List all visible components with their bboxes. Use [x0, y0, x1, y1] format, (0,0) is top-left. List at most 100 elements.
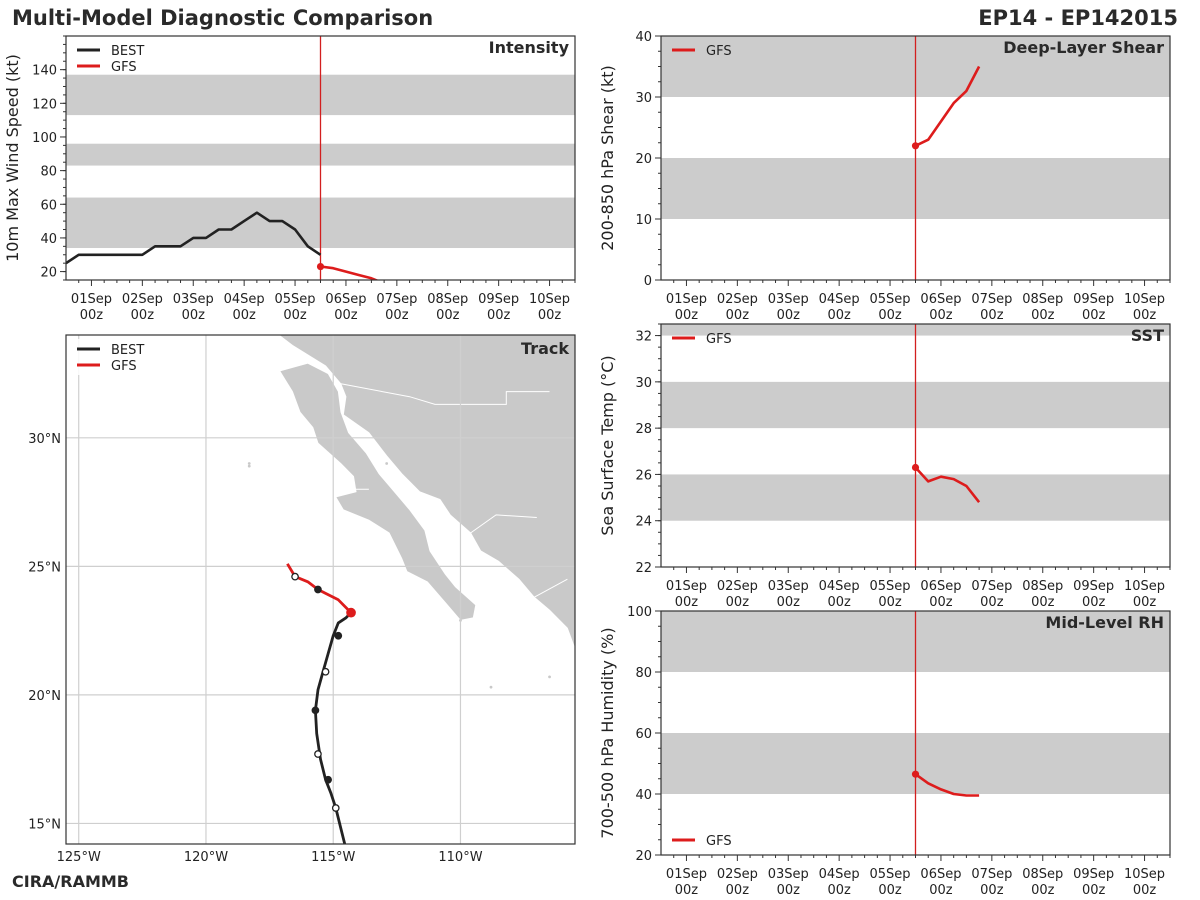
shear-title: Deep-Layer Shear: [1003, 38, 1164, 57]
sst-xtick-day: 03Sep: [768, 579, 809, 594]
intensity-xtick-day: 03Sep: [173, 292, 214, 307]
shear-xtick-hour: 00z: [726, 308, 750, 323]
sst-xtick-hour: 00z: [675, 595, 699, 610]
shear-xtick-hour: 00z: [980, 308, 1004, 323]
sst-ytick-label: 28: [635, 422, 652, 437]
shear-xtick-day: 07Sep: [971, 292, 1012, 307]
intensity-xtick-day: 09Sep: [478, 292, 519, 307]
shear-xtick-hour: 00z: [929, 308, 953, 323]
rh-xtick-hour: 00z: [980, 883, 1004, 898]
intensity-ytick-label: 40: [40, 232, 57, 247]
intensity-ytick-label: 80: [40, 165, 57, 180]
track-panel: 125°W 120°W 115°W 110°W 15°N 20°N 25°N 30°N Trac…: [28, 334, 576, 865]
intensity-legend-label: BEST: [111, 44, 144, 59]
sst-xtick-day: 06Sep: [920, 579, 961, 594]
track-point-best: [334, 631, 343, 640]
rh-xtick-day: 05Sep: [870, 867, 911, 882]
rh-xtick-day: 03Sep: [768, 867, 809, 882]
track-point-best: [321, 667, 330, 676]
track-frame: [65, 334, 576, 845]
track-legend-label: BEST: [111, 343, 144, 358]
sst-ytick-label: 26: [635, 468, 652, 483]
rh-xtick-day: 06Sep: [920, 867, 961, 882]
track-point-best: [314, 750, 322, 758]
shear-init-point: [911, 142, 920, 150]
rh-xtick-day: 07Sep: [971, 867, 1012, 882]
sst-xtick-hour: 00z: [777, 595, 801, 610]
rh-xtick-day: 08Sep: [1022, 867, 1063, 882]
sst-xtick-hour: 00z: [1082, 595, 1106, 610]
sst-title: SST: [1131, 326, 1164, 345]
intensity-ytick-label: 100: [32, 131, 57, 146]
shear-xtick-day: 02Sep: [717, 292, 758, 307]
rh-ytick-label: 40: [635, 788, 652, 803]
shear-xtick-day: 03Sep: [768, 292, 809, 307]
intensity-ylabel: 10m Max Wind Speed (kt): [3, 54, 22, 262]
intensity-xtick-day: 07Sep: [376, 292, 417, 307]
rh-ytick-label: 60: [635, 727, 652, 742]
state-border: [470, 514, 537, 534]
island: [548, 675, 551, 679]
shear-ytick-label: 0: [644, 274, 652, 289]
intensity-panel: 2040608010012014001Sep00z02Sep00z03Sep00…: [3, 35, 576, 323]
shear-xtick-hour: 00z: [827, 308, 851, 323]
track-legend-box: [72, 339, 154, 375]
intensity-init-point: [316, 262, 325, 271]
sst-xtick-hour: 00z: [726, 595, 750, 610]
state-border: [534, 578, 568, 598]
rh-ytick-label: 100: [627, 605, 652, 620]
intensity-xtick-day: 04Sep: [224, 292, 265, 307]
intensity-xtick-hour: 00z: [436, 308, 460, 323]
intensity-ytick-label: 120: [32, 97, 57, 112]
sst-xtick-hour: 00z: [878, 595, 902, 610]
shear-ytick-label: 20: [635, 152, 652, 167]
shear-panel: 01020304001Sep00z02Sep00z03Sep00z04Sep00…: [598, 30, 1171, 323]
shear-ytick-label: 10: [635, 213, 652, 228]
rh-title: Mid-Level RH: [1045, 613, 1164, 632]
sst-xtick-day: 08Sep: [1022, 579, 1063, 594]
shear-xtick-hour: 00z: [675, 308, 699, 323]
intensity-xtick-day: 08Sep: [427, 292, 468, 307]
intensity-xtick-day: 10Sep: [529, 292, 570, 307]
intensity-xtick-hour: 00z: [80, 308, 104, 323]
intensity-series-gfs: [320, 265, 380, 280]
shear-xtick-day: 05Sep: [870, 292, 911, 307]
rh-series-gfs: [914, 773, 980, 797]
intensity-xtick-hour: 00z: [182, 308, 206, 323]
sst-ytick-label: 22: [635, 561, 652, 576]
sst-ytick-label: 32: [635, 330, 652, 345]
shear-frame: [660, 35, 1171, 281]
rh-xtick-day: 02Sep: [717, 867, 758, 882]
sst-init-point: [911, 463, 920, 472]
rh-xtick-hour: 00z: [1031, 883, 1055, 898]
intensity-xtick-hour: 00z: [232, 308, 256, 323]
rh-xtick-day: 09Sep: [1073, 867, 1114, 882]
state-border: [340, 383, 550, 405]
intensity-xtick-day: 01Sep: [71, 292, 112, 307]
sst-xtick-day: 01Sep: [666, 579, 707, 594]
rh-xtick-hour: 00z: [1082, 883, 1106, 898]
intensity-xtick-hour: 00z: [131, 308, 155, 323]
intensity-xtick-day: 05Sep: [275, 292, 316, 307]
shear-legend-label: GFS: [706, 44, 732, 59]
shear-xtick-hour: 00z: [1031, 308, 1055, 323]
rh-xtick-hour: 00z: [1133, 883, 1157, 898]
sst-xtick-day: 05Sep: [870, 579, 911, 594]
shear-xtick-hour: 00z: [878, 308, 902, 323]
track-point-best: [331, 804, 340, 812]
track-point-gfs: [291, 572, 299, 581]
shear-series-gfs: [914, 65, 981, 147]
sst-panel: 22242628303201Sep00z02Sep00z03Sep00z04Se…: [598, 323, 1171, 610]
track-legend-label: GFS: [111, 359, 137, 374]
rh-xtick-hour: 00z: [878, 883, 902, 898]
track-lon-label: 110°W: [438, 850, 482, 865]
sst-xtick-day: 04Sep: [819, 579, 860, 594]
sst-ytick-label: 30: [635, 376, 652, 391]
rh-xtick-day: 04Sep: [819, 867, 860, 882]
sst-series-gfs: [914, 466, 981, 504]
rh-xtick-day: 01Sep: [666, 867, 707, 882]
page-title: Multi-Model Diagnostic Comparison: [12, 6, 434, 30]
rh-init-point: [911, 770, 920, 778]
rh-xtick-hour: 00z: [929, 883, 953, 898]
